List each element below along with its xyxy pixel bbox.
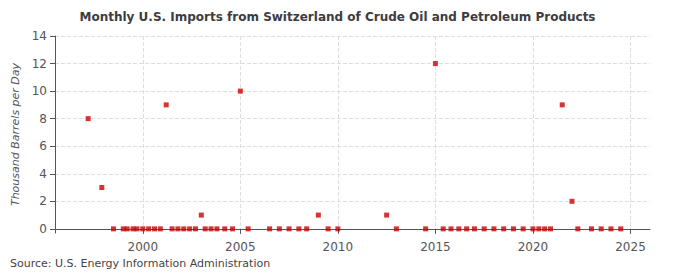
svg-text:0: 0 — [39, 222, 47, 236]
svg-text:8: 8 — [39, 112, 47, 126]
svg-text:6: 6 — [39, 139, 47, 153]
svg-text:10: 10 — [32, 84, 47, 98]
svg-text:2000: 2000 — [128, 240, 159, 254]
svg-text:4: 4 — [39, 167, 47, 181]
svg-text:Source: U.S. Energy Informatio: Source: U.S. Energy Information Administ… — [10, 257, 270, 270]
svg-text:2: 2 — [39, 194, 47, 208]
svg-text:2025: 2025 — [615, 240, 646, 254]
svg-text:12: 12 — [32, 57, 47, 71]
svg-text:2020: 2020 — [518, 240, 549, 254]
svg-text:14: 14 — [32, 29, 47, 43]
svg-text:2010: 2010 — [323, 240, 354, 254]
svg-text:2005: 2005 — [225, 240, 256, 254]
svg-text:2015: 2015 — [420, 240, 451, 254]
svg-text:Thousand Barrels per Day: Thousand Barrels per Day — [9, 62, 22, 206]
svg-text:Monthly U.S. Imports from Swit: Monthly U.S. Imports from Switzerland of… — [79, 10, 595, 24]
